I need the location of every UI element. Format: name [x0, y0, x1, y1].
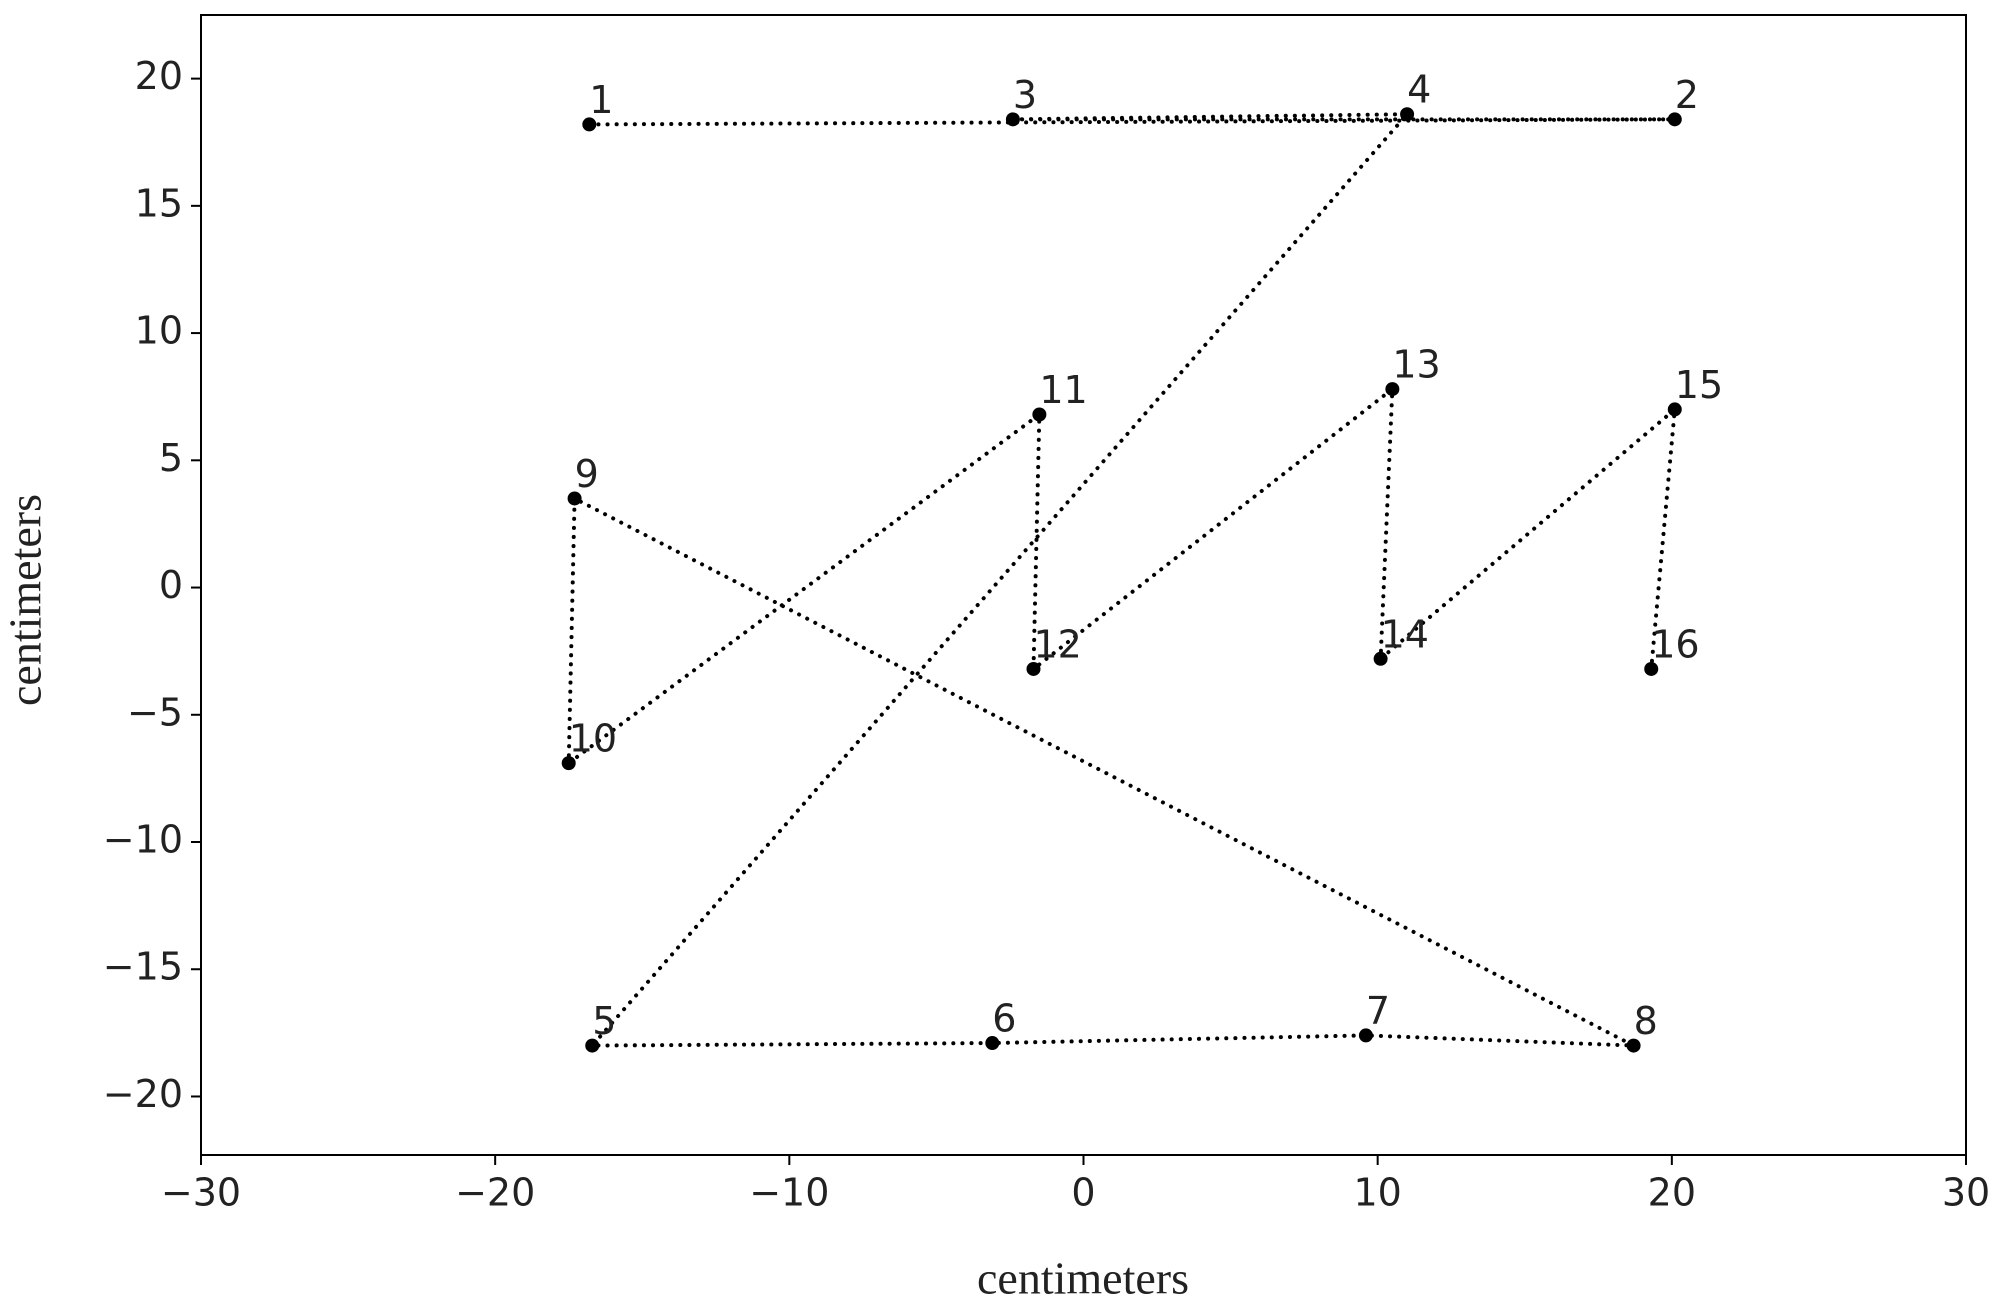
- y-tick-label: 15: [135, 181, 183, 225]
- point-label: 4: [1407, 68, 1431, 112]
- y-tick-label: 0: [159, 563, 183, 607]
- point-label: 10: [569, 717, 617, 761]
- y-tick-label: −5: [127, 690, 183, 734]
- data-point: [1667, 112, 1682, 127]
- point-label: 5: [592, 999, 616, 1043]
- data-point: [561, 756, 576, 771]
- data-point: [1626, 1038, 1641, 1053]
- x-tick-label: 30: [1942, 1171, 1990, 1215]
- x-tick-label: −30: [161, 1171, 241, 1215]
- data-point: [1358, 1028, 1373, 1043]
- point-label: 1: [589, 78, 613, 122]
- point-label: 14: [1381, 612, 1429, 656]
- x-tick-label: −20: [455, 1171, 535, 1215]
- x-axis-label: centimeters: [977, 1253, 1189, 1304]
- data-point: [1400, 107, 1415, 122]
- data-line: [566, 112, 1678, 1048]
- data-point: [1032, 407, 1047, 422]
- data-point: [985, 1036, 1000, 1051]
- point-label: 3: [1013, 73, 1037, 117]
- data-point: [567, 491, 582, 506]
- data-point: [1644, 661, 1659, 676]
- point-label: 11: [1039, 368, 1087, 412]
- data-point: [1385, 382, 1400, 397]
- y-axis-label: centimeters: [0, 494, 51, 706]
- point-label: 15: [1675, 363, 1723, 407]
- point-label: 6: [992, 997, 1016, 1041]
- y-tick-label: −10: [103, 818, 183, 862]
- point-label: 8: [1634, 999, 1658, 1043]
- point-label: 7: [1366, 989, 1390, 1033]
- x-tick-label: 20: [1648, 1171, 1696, 1215]
- plot-frame: [200, 14, 1967, 1156]
- point-label: 13: [1392, 343, 1440, 387]
- x-tick-label: −10: [749, 1171, 829, 1215]
- x-tick-label: 10: [1353, 1171, 1401, 1215]
- y-tick-label: 5: [159, 436, 183, 480]
- x-tick-label: 0: [1071, 1171, 1095, 1215]
- y-tick-label: 10: [135, 309, 183, 353]
- data-point: [1005, 112, 1020, 127]
- point-label: 16: [1651, 622, 1699, 666]
- data-point: [1026, 661, 1041, 676]
- y-tick-label: −15: [103, 945, 183, 989]
- data-point: [1667, 402, 1682, 417]
- point-label: 2: [1675, 73, 1699, 117]
- point-label: 9: [575, 452, 599, 496]
- y-tick-label: 20: [135, 54, 183, 98]
- data-point: [1373, 651, 1388, 666]
- y-tick-label: −20: [103, 1072, 183, 1116]
- data-point: [585, 1038, 600, 1053]
- point-label: 12: [1033, 622, 1081, 666]
- data-point: [582, 117, 597, 132]
